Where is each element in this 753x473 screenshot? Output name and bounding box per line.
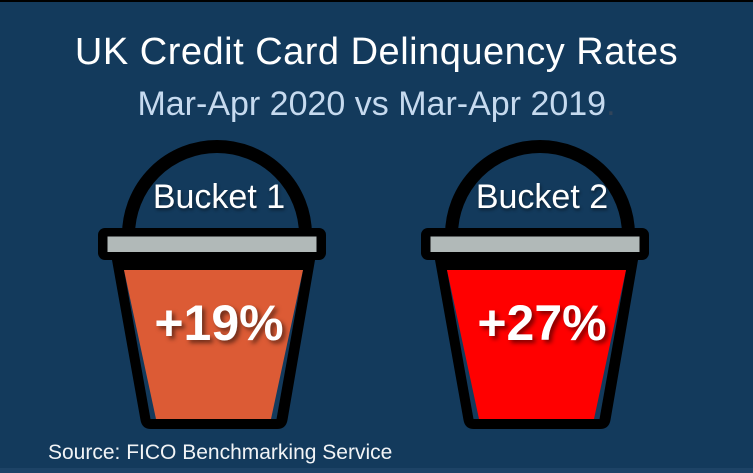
bucket-body-fill: [447, 270, 626, 419]
source-caption: Source: FICO Benchmarking Service: [48, 441, 393, 464]
subtitle-period: .: [606, 85, 616, 123]
bucket-1-value: +19%: [154, 295, 284, 351]
chart-subtitle: Mar-Apr 2020 vs Mar-Apr 2019.: [0, 84, 753, 124]
bucket-1-icon: [98, 140, 326, 429]
bucket-2-icon: [421, 140, 649, 429]
bottom-strip: [0, 468, 753, 473]
bucket-handle-icon: [122, 140, 312, 254]
bucket-1-figure: Bucket 1 +19%: [94, 132, 344, 434]
bucket-2-value: +27%: [477, 295, 607, 351]
subtitle-text: Mar-Apr 2020 vs Mar-Apr 2019: [137, 85, 607, 123]
bucket-handle-icon: [445, 140, 635, 254]
bucket-body-fill: [124, 270, 303, 419]
bucket-2-figure: Bucket 2 +27%: [417, 132, 667, 434]
bucket-2-label: Bucket 2: [475, 178, 609, 216]
bucket-1-label: Bucket 1: [152, 178, 286, 216]
bucket-rim: [107, 236, 317, 252]
chart-title: UK Credit Card Delinquency Rates: [74, 31, 679, 73]
bucket-rim: [430, 236, 640, 252]
